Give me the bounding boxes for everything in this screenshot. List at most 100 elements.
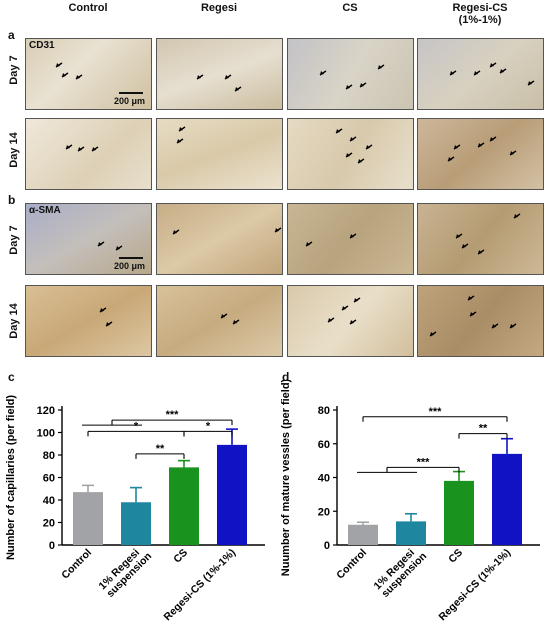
- arrow-marker: [234, 86, 242, 92]
- y-tick-label: 20: [318, 506, 330, 518]
- arrow-marker: [305, 241, 313, 247]
- panel-a-row-day7: Day 7: [8, 55, 20, 85]
- micrograph-b-r1-c2: [287, 285, 414, 357]
- panel-a-row-day14: Day 14: [8, 132, 20, 168]
- arrow-marker: [172, 229, 180, 235]
- y-tick-label: 100: [37, 428, 55, 440]
- arrow-marker: [509, 150, 517, 156]
- bar: [169, 467, 199, 545]
- micrograph-a-r0-c3: [417, 38, 544, 110]
- chart-mature-vessels: Nuumber of mature vessles (per field) 0 20…: [280, 380, 540, 623]
- column-label-regesi-cs: Regesi-CS (1%-1%): [452, 2, 508, 26]
- panel-d-letter: d: [282, 370, 290, 384]
- micrograph-b-r1-c3: [417, 285, 544, 357]
- column-label-cs: CS: [342, 2, 358, 14]
- panel-b-row-day14: Day 14: [8, 303, 20, 339]
- arrow-marker: [489, 62, 497, 68]
- arrow-marker: [491, 323, 499, 329]
- arrow-marker: [341, 305, 349, 311]
- bar: [217, 444, 247, 545]
- arrow-marker: [319, 70, 327, 76]
- arrow-marker: [115, 245, 123, 251]
- column-label-control: Control: [68, 2, 108, 14]
- arrow-marker: [105, 321, 113, 327]
- arrow-marker: [91, 146, 99, 152]
- y-tick-label: 20: [43, 518, 55, 530]
- significance-label: ***: [429, 406, 443, 418]
- arrow-marker: [327, 317, 335, 323]
- y-axis-label: Number of capillaries (per field): [5, 395, 17, 560]
- arrow-marker: [77, 146, 85, 152]
- arrow-marker: [453, 144, 461, 150]
- y-tick-label: 40: [318, 473, 330, 485]
- scale-bar: [119, 92, 143, 94]
- significance-label: *: [134, 420, 139, 432]
- arrow-marker: [477, 142, 485, 148]
- significance-label: **: [156, 443, 165, 455]
- significance-label: *: [206, 420, 211, 432]
- arrow-marker: [469, 311, 477, 317]
- panel-c-letter: c: [8, 370, 15, 384]
- arrow-marker: [232, 319, 240, 325]
- bar: [492, 453, 522, 545]
- arrow-marker: [449, 70, 457, 76]
- y-axis-label: Nuumber of mature vessles (per field): [280, 380, 292, 576]
- x-tick-label: Control: [59, 547, 94, 582]
- arrow-marker: [513, 213, 521, 219]
- arrow-marker: [274, 227, 282, 233]
- arrow-marker: [527, 80, 535, 86]
- arrow-marker: [178, 126, 186, 132]
- column-label-regesi: Regesi: [200, 2, 238, 14]
- x-tick-label: 1% Regesisuspension: [96, 542, 154, 600]
- bar: [121, 502, 151, 545]
- panel-b-letter: b: [8, 193, 16, 207]
- arrow-marker: [224, 74, 232, 80]
- arrow-marker: [461, 243, 469, 249]
- arrow-marker: [455, 233, 463, 239]
- significance-label: ***: [166, 409, 180, 421]
- micrograph-b-r0-c3: [417, 203, 544, 275]
- y-tick-label: 0: [324, 540, 330, 552]
- arrow-marker: [357, 158, 365, 164]
- micrograph-a-r0-c2: [287, 38, 414, 110]
- arrow-marker: [365, 144, 373, 150]
- arrow-marker: [61, 72, 69, 78]
- arrow-marker: [377, 64, 385, 70]
- micrograph-a-r0-c1: [156, 38, 283, 110]
- arrow-marker: [345, 152, 353, 158]
- stain-label: α-SMA: [29, 205, 61, 216]
- micrograph-a-r1-c1: [156, 118, 283, 190]
- bar: [73, 492, 103, 545]
- y-tick-label: 60: [43, 473, 55, 485]
- micrograph-b-r1-c1: [156, 285, 283, 357]
- micrograph-b-r0-c2: [287, 203, 414, 275]
- y-tick-label: 40: [43, 495, 55, 507]
- bar: [396, 521, 426, 545]
- arrow-marker: [55, 62, 63, 68]
- micrograph-a-r1-c2: [287, 118, 414, 190]
- micrograph-b-r0-c0: α-SMA 200 μm: [25, 203, 152, 275]
- micrograph-b-r1-c0: [25, 285, 152, 357]
- y-tick-label: 120: [37, 405, 55, 417]
- arrow-marker: [473, 70, 481, 76]
- arrow-marker: [499, 68, 507, 74]
- significance-label: **: [479, 423, 488, 435]
- x-tick-label: CS: [171, 547, 190, 566]
- x-tick-label: CS: [446, 547, 465, 566]
- bar: [444, 480, 474, 545]
- micrograph-b-r0-c1: [156, 203, 283, 275]
- arrow-marker: [349, 136, 357, 142]
- stain-label: CD31: [29, 40, 55, 51]
- arrow-marker: [345, 84, 353, 90]
- arrow-marker: [220, 313, 228, 319]
- arrow-marker: [509, 323, 517, 329]
- arrow-marker: [65, 144, 73, 150]
- arrow-marker: [349, 233, 357, 239]
- arrow-marker: [447, 156, 455, 162]
- x-tick-label: Control: [334, 547, 369, 582]
- arrow-marker: [429, 331, 437, 337]
- y-tick-label: 0: [49, 540, 55, 552]
- panel-a-letter: a: [8, 28, 15, 42]
- arrow-marker: [196, 74, 204, 80]
- scale-bar-label: 200 μm: [113, 261, 145, 271]
